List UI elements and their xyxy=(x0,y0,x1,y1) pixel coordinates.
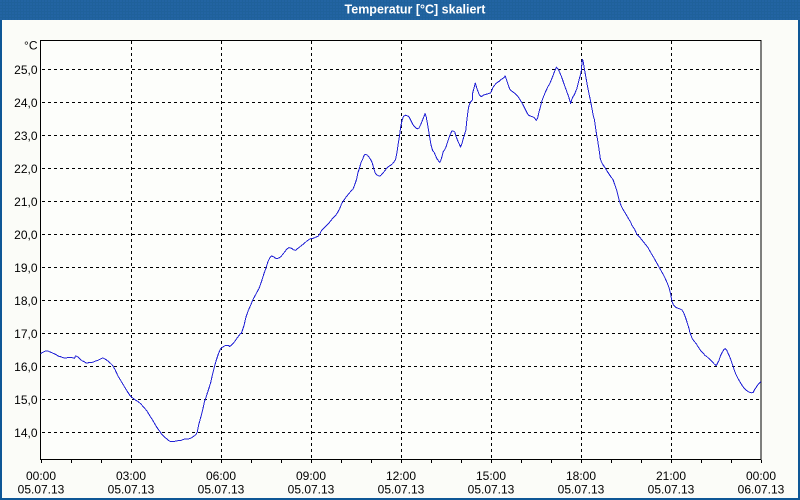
svg-text:05.07.13: 05.07.13 xyxy=(468,483,515,497)
svg-text:00:00: 00:00 xyxy=(746,469,776,483)
svg-text:05.07.13: 05.07.13 xyxy=(18,483,65,497)
svg-text:23,0: 23,0 xyxy=(14,129,38,143)
svg-text:12:00: 12:00 xyxy=(386,469,416,483)
svg-text:Temperatur [°C] skaliert: Temperatur [°C] skaliert xyxy=(345,3,487,17)
svg-text:05.07.13: 05.07.13 xyxy=(378,483,425,497)
svg-text:17,0: 17,0 xyxy=(14,327,38,341)
svg-text:18:00: 18:00 xyxy=(566,469,596,483)
svg-text:21,0: 21,0 xyxy=(14,195,38,209)
svg-text:15:00: 15:00 xyxy=(476,469,506,483)
svg-text:22,0: 22,0 xyxy=(14,162,38,176)
svg-text:14,0: 14,0 xyxy=(14,426,38,440)
svg-text:25,0: 25,0 xyxy=(14,63,38,77)
svg-text:03:00: 03:00 xyxy=(116,469,146,483)
svg-text:15,0: 15,0 xyxy=(14,393,38,407)
svg-text:18,0: 18,0 xyxy=(14,294,38,308)
svg-text:05.07.13: 05.07.13 xyxy=(108,483,155,497)
svg-text:20,0: 20,0 xyxy=(14,228,38,242)
svg-text:24,0: 24,0 xyxy=(14,96,38,110)
svg-text:°C: °C xyxy=(24,39,38,53)
svg-text:06:00: 06:00 xyxy=(206,469,236,483)
svg-text:21:00: 21:00 xyxy=(656,469,686,483)
svg-text:00:00: 00:00 xyxy=(26,469,56,483)
svg-text:16,0: 16,0 xyxy=(14,360,38,374)
svg-text:09:00: 09:00 xyxy=(296,469,326,483)
svg-text:05.07.13: 05.07.13 xyxy=(288,483,335,497)
svg-text:05.07.13: 05.07.13 xyxy=(558,483,605,497)
svg-text:19,0: 19,0 xyxy=(14,261,38,275)
svg-text:06.07.13: 06.07.13 xyxy=(738,483,785,497)
svg-text:05.07.13: 05.07.13 xyxy=(198,483,245,497)
svg-text:05.07.13: 05.07.13 xyxy=(648,483,695,497)
